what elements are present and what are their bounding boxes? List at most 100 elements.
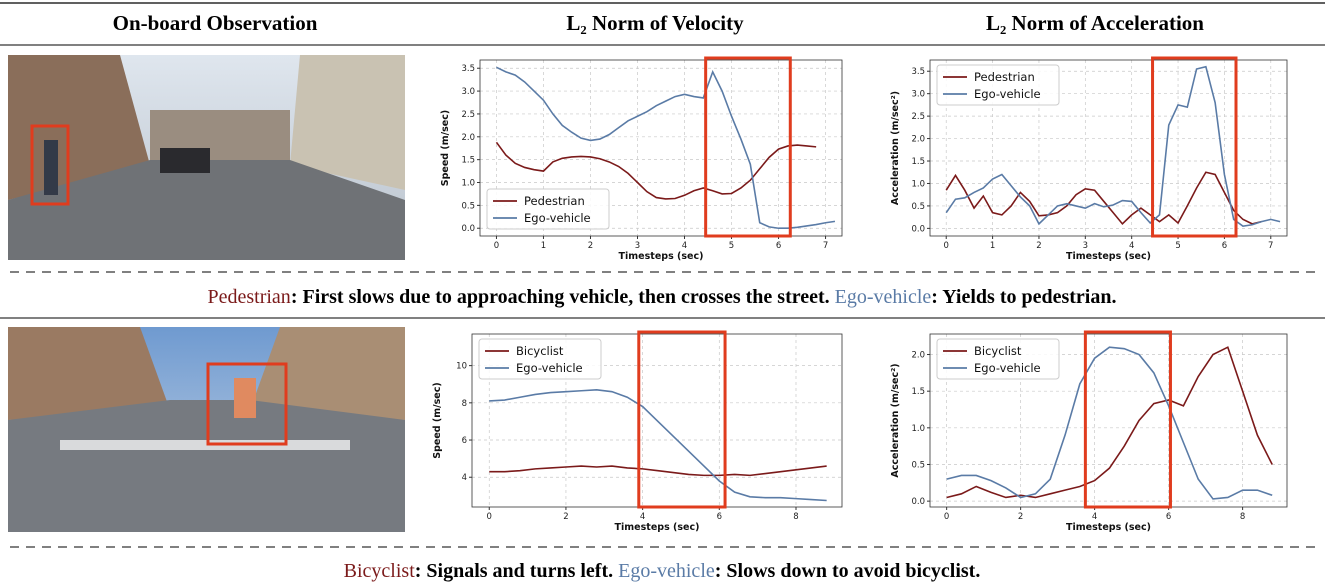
x-tick-label: 8 xyxy=(1240,512,1245,522)
x-tick-label: 0 xyxy=(494,241,499,251)
chart: 0 2 4 6 8 0.0 0.5 1.0 1.5 2.0 Bicyclist Ego-vehicle… xyxy=(890,330,1288,533)
x-tick-label: 2 xyxy=(563,512,568,522)
y-tick-label: 2.0 xyxy=(911,135,925,145)
x-tick-label: 2 xyxy=(588,241,593,251)
y-axis-label: Speed (m/sec) xyxy=(440,110,451,186)
y-tick-label: 2.5 xyxy=(911,112,925,122)
highlight-box xyxy=(1083,330,1172,509)
photo xyxy=(8,327,405,532)
x-tick-label: 2 xyxy=(1018,512,1023,522)
caption-segment: Ego-vehicle xyxy=(835,286,932,308)
y-tick-label: 0.5 xyxy=(911,202,925,212)
x-tick-label: 6 xyxy=(1166,512,1171,522)
plot-frame xyxy=(479,59,843,237)
column-title: L₂ Norm of Velocity xyxy=(566,11,744,35)
caption-segment: Bicyclist xyxy=(344,560,416,582)
y-tick-label: 2.5 xyxy=(461,110,475,120)
column-title: On-board Observation xyxy=(113,11,318,35)
x-tick-label: 1 xyxy=(990,241,995,251)
y-tick-label: 2.0 xyxy=(461,133,475,143)
y-tick-label: 1.5 xyxy=(911,387,925,397)
y-axis-label: Acceleration (m/sec²) xyxy=(890,363,901,477)
caption: Bicyclist: Signals and turns left. Ego-v… xyxy=(344,560,981,582)
chart: 0 1 2 3 4 5 6 7 0.0 0.5 1.0 1.5 2.0 2.5 3.0 3.5 Pedestri… xyxy=(890,56,1288,262)
x-tick-label: 4 xyxy=(682,241,687,251)
x-tick-label: 4 xyxy=(1092,512,1097,522)
caption-segment: : First slows due to approaching vehicle… xyxy=(291,286,835,308)
y-tick-label: 0.0 xyxy=(911,224,925,234)
plot-frame xyxy=(929,59,1288,237)
x-axis-label: Timesteps (sec) xyxy=(1066,251,1151,262)
highlight-box xyxy=(1151,56,1238,238)
legend-box xyxy=(478,338,602,380)
series-line xyxy=(489,389,827,502)
y-tick-label: 1.5 xyxy=(911,157,925,167)
legend-label: Bicyclist xyxy=(516,344,564,358)
series-line xyxy=(495,141,817,200)
y-tick-label: 10 xyxy=(456,362,467,372)
series-line xyxy=(496,66,836,230)
highlight-box xyxy=(637,330,727,509)
y-tick-label: 3.0 xyxy=(911,90,925,100)
x-tick-label: 6 xyxy=(717,512,722,522)
x-tick-label: 0 xyxy=(944,512,949,522)
y-tick-label: 4 xyxy=(462,473,467,483)
caption-segment: : Signals and turns left. xyxy=(415,560,618,582)
legend-box xyxy=(936,64,1060,106)
x-tick-label: 4 xyxy=(640,512,645,522)
y-tick-label: 2.0 xyxy=(911,351,925,361)
legend-label: Bicyclist xyxy=(974,344,1022,358)
x-tick-label: 3 xyxy=(635,241,640,251)
x-tick-label: 0 xyxy=(944,241,949,251)
legend-label: Ego-vehicle xyxy=(516,361,583,375)
legend-label: Pedestrian xyxy=(524,194,585,208)
y-tick-label: 0.5 xyxy=(911,460,925,470)
x-tick-label: 1 xyxy=(541,241,546,251)
y-tick-label: 1.0 xyxy=(911,424,925,434)
caption-segment: Pedestrian xyxy=(208,286,291,308)
y-tick-label: 3.5 xyxy=(461,64,475,74)
series-line xyxy=(946,346,1273,499)
x-tick-label: 4 xyxy=(1129,241,1134,251)
chart: 0 2 4 6 8 4 6 8 10 Bicyclist Ego-vehicle Timesteps … xyxy=(432,330,843,533)
x-tick-label: 6 xyxy=(776,241,781,251)
legend-label: Ego-vehicle xyxy=(974,361,1041,375)
legend-label: Ego-vehicle xyxy=(524,211,591,225)
legend-box xyxy=(936,338,1060,380)
x-tick-label: 7 xyxy=(823,241,828,251)
x-axis-label: Timesteps (sec) xyxy=(615,522,700,533)
chart: 0 1 2 3 4 5 6 7 0.0 0.5 1.0 1.5 2.0 2.5 3.0 3.5 Pedestri… xyxy=(440,56,843,262)
y-tick-label: 1.0 xyxy=(911,179,925,189)
legend-label: Ego-vehicle xyxy=(974,87,1041,101)
column-title: L₂ Norm of Acceleration xyxy=(986,11,1204,35)
y-tick-label: 3.5 xyxy=(911,67,925,77)
x-tick-label: 0 xyxy=(487,512,492,522)
caption: Pedestrian: First slows due to approachi… xyxy=(208,286,1117,308)
highlight-box xyxy=(704,56,792,238)
caption-segment: : Slows down to avoid bicyclist. xyxy=(715,560,981,582)
x-axis-label: Timesteps (sec) xyxy=(1066,522,1151,533)
y-axis-label: Acceleration (m/sec²) xyxy=(890,91,901,205)
x-tick-label: 6 xyxy=(1222,241,1227,251)
x-tick-label: 8 xyxy=(793,512,798,522)
y-tick-label: 3.0 xyxy=(461,87,475,97)
y-tick-label: 0.0 xyxy=(911,497,925,507)
series-line xyxy=(945,65,1281,227)
y-tick-label: 0.0 xyxy=(461,224,475,234)
caption-segment: : Yields to pedestrian. xyxy=(931,286,1116,308)
y-axis-label: Speed (m/sec) xyxy=(432,382,443,458)
caption-segment: Ego-vehicle xyxy=(618,560,715,582)
series-line xyxy=(945,171,1262,226)
series-line xyxy=(946,346,1273,500)
x-axis-label: Timesteps (sec) xyxy=(619,251,704,262)
y-tick-label: 6 xyxy=(462,436,467,446)
x-tick-label: 5 xyxy=(729,241,734,251)
x-tick-label: 2 xyxy=(1036,241,1041,251)
y-tick-label: 1.5 xyxy=(461,156,475,166)
legend-label: Pedestrian xyxy=(974,70,1035,84)
x-tick-label: 3 xyxy=(1083,241,1088,251)
legend-box xyxy=(486,188,610,230)
photo xyxy=(8,55,405,260)
